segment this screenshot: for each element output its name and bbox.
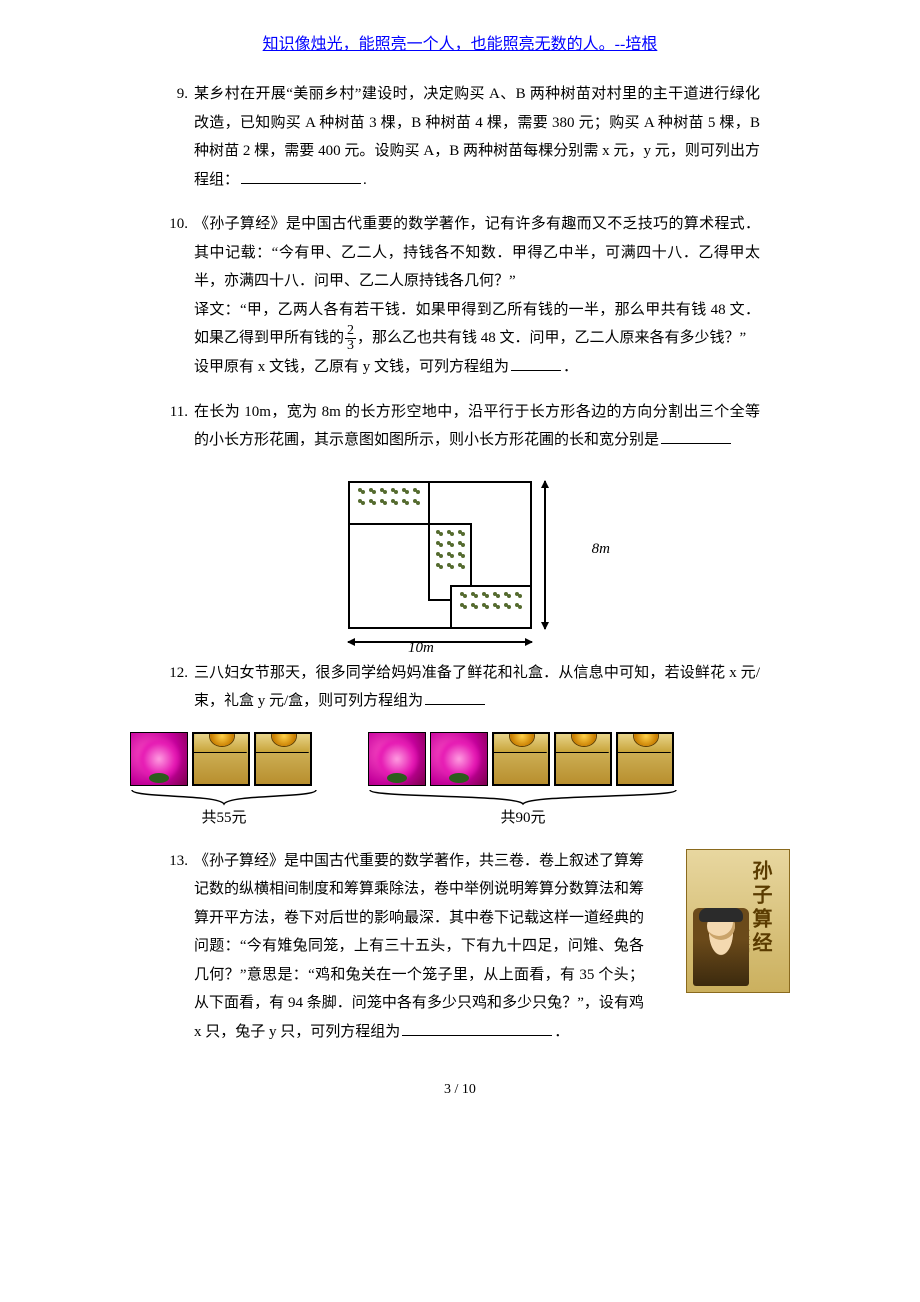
q10-fraction: 23 [345,324,356,353]
question-9: 9. 某乡村在开展“美丽乡村”建设时，决定购买 A、B 两种树苗对村里的主干道进… [160,80,760,194]
q10-frac-num: 2 [345,324,356,339]
page: 知识像烛光，能照亮一个人，也能照亮无数的人。--培根 9. 某乡村在开展“美丽乡… [80,0,840,1138]
q10-p3: 设甲原有 x 文钱，乙原有 y 文钱，可列方程组为 [194,359,509,375]
q11-petals-1 [353,486,425,520]
gift-box-icon [616,732,674,786]
q11-dim-arrow-v [544,481,546,629]
question-12: 12. 三八妇女节那天，很多同学给妈妈准备了鲜花和礼盒．从信息中可知，若设鲜花 … [160,659,760,716]
q9-blank [241,169,361,184]
gift-box-icon [492,732,550,786]
q12-group-right: 共90元 [368,732,678,827]
q9-number: 9. [160,80,194,194]
q9-body: 某乡村在开展“美丽乡村”建设时，决定购买 A、B 两种树苗对村里的主干道进行绿化… [194,80,760,194]
q10-frac-den: 3 [345,339,356,353]
question-13: 13. 孙子算经 文章中 《孙子算经》是中国古代重要的数学著作，共三卷．卷上叙述… [160,847,760,1047]
q11-petals-3 [455,590,527,624]
q10-p2b: ，那么乙也共有钱 48 文．问甲，乙二人原来各有多少钱？” [357,330,746,346]
page-footer: 3 / 10 [160,1082,760,1098]
brace-right [368,788,678,806]
q11-dim-bottom: 10m [408,640,434,657]
gift-box-icon [554,732,612,786]
flower-icon [430,732,488,786]
question-10: 10. 《孙子算经》是中国古代重要的数学著作，记有许多有趣而又不乏技巧的算术程式… [160,210,760,382]
q12-row-left [130,732,318,786]
q12-group-left: 共55元 [130,732,318,827]
flower-icon [368,732,426,786]
q13-book-figure [693,908,749,986]
gift-box-icon [254,732,312,786]
q11-outer-rect [348,481,532,629]
q12-blank [425,690,485,705]
q12-number: 12. [160,659,194,716]
q11-blank [661,429,731,444]
q12-images: 共55元 共90元 [130,732,730,827]
q12-row-right [368,732,678,786]
q10-p1: 《孙子算经》是中国古代重要的数学著作，记有许多有趣而又不乏技巧的算术程式．其中记… [194,210,760,296]
q11-flowerbed-3 [450,585,532,629]
q10-number: 10. [160,210,194,382]
q10-blank [511,356,561,371]
q10-p3end: ． [563,359,578,375]
q13-book-image: 孙子算经 文章中 [686,849,790,993]
flower-icon [130,732,188,786]
q13-blank [402,1021,552,1036]
q12-body: 三八妇女节那天，很多同学给妈妈准备了鲜花和礼盒．从信息中可知，若设鲜花 x 元/… [194,659,760,716]
q11-flowerbed-1 [348,481,430,525]
q11-number: 11. [160,398,194,455]
header-quote: 知识像烛光，能照亮一个人，也能照亮无数的人。--培根 [160,30,760,54]
q13-body: 孙子算经 文章中 《孙子算经》是中国古代重要的数学著作，共三卷．卷上叙述了算筹记… [194,847,760,1047]
q12-label-left: 共55元 [130,806,318,827]
q11-body: 在长为 10m，宽为 8m 的长方形空地中，沿平行于长方形各边的方向分割出三个全… [194,398,760,455]
q13-text-end: ． [554,1024,569,1040]
question-11: 11. 在长为 10m，宽为 8m 的长方形空地中，沿平行于长方形各边的方向分割… [160,398,760,455]
q13-number: 13. [160,847,194,1047]
q11-diagram: 8m 10m [348,481,572,629]
q10-body: 《孙子算经》是中国古代重要的数学著作，记有许多有趣而又不乏技巧的算术程式．其中记… [194,210,760,382]
brace-left [130,788,318,806]
gift-box-icon [192,732,250,786]
q13-text: 《孙子算经》是中国古代重要的数学著作，共三卷．卷上叙述了算筹记数的纵横相间制度和… [194,853,644,1040]
q12-label-right: 共90元 [368,806,678,827]
q11-dim-right: 8m [592,541,610,558]
q11-dim-arrow-h [348,641,532,643]
